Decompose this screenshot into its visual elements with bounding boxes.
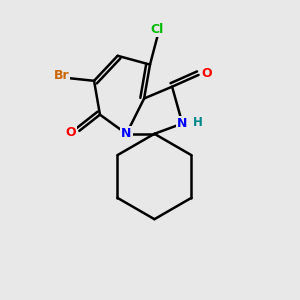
Text: O: O [202,67,212,80]
Text: O: O [66,126,76,139]
Text: N: N [177,117,188,130]
Text: Br: Br [54,69,70,82]
Text: Cl: Cl [151,23,164,36]
Text: H: H [193,116,202,129]
Text: N: N [121,127,132,140]
